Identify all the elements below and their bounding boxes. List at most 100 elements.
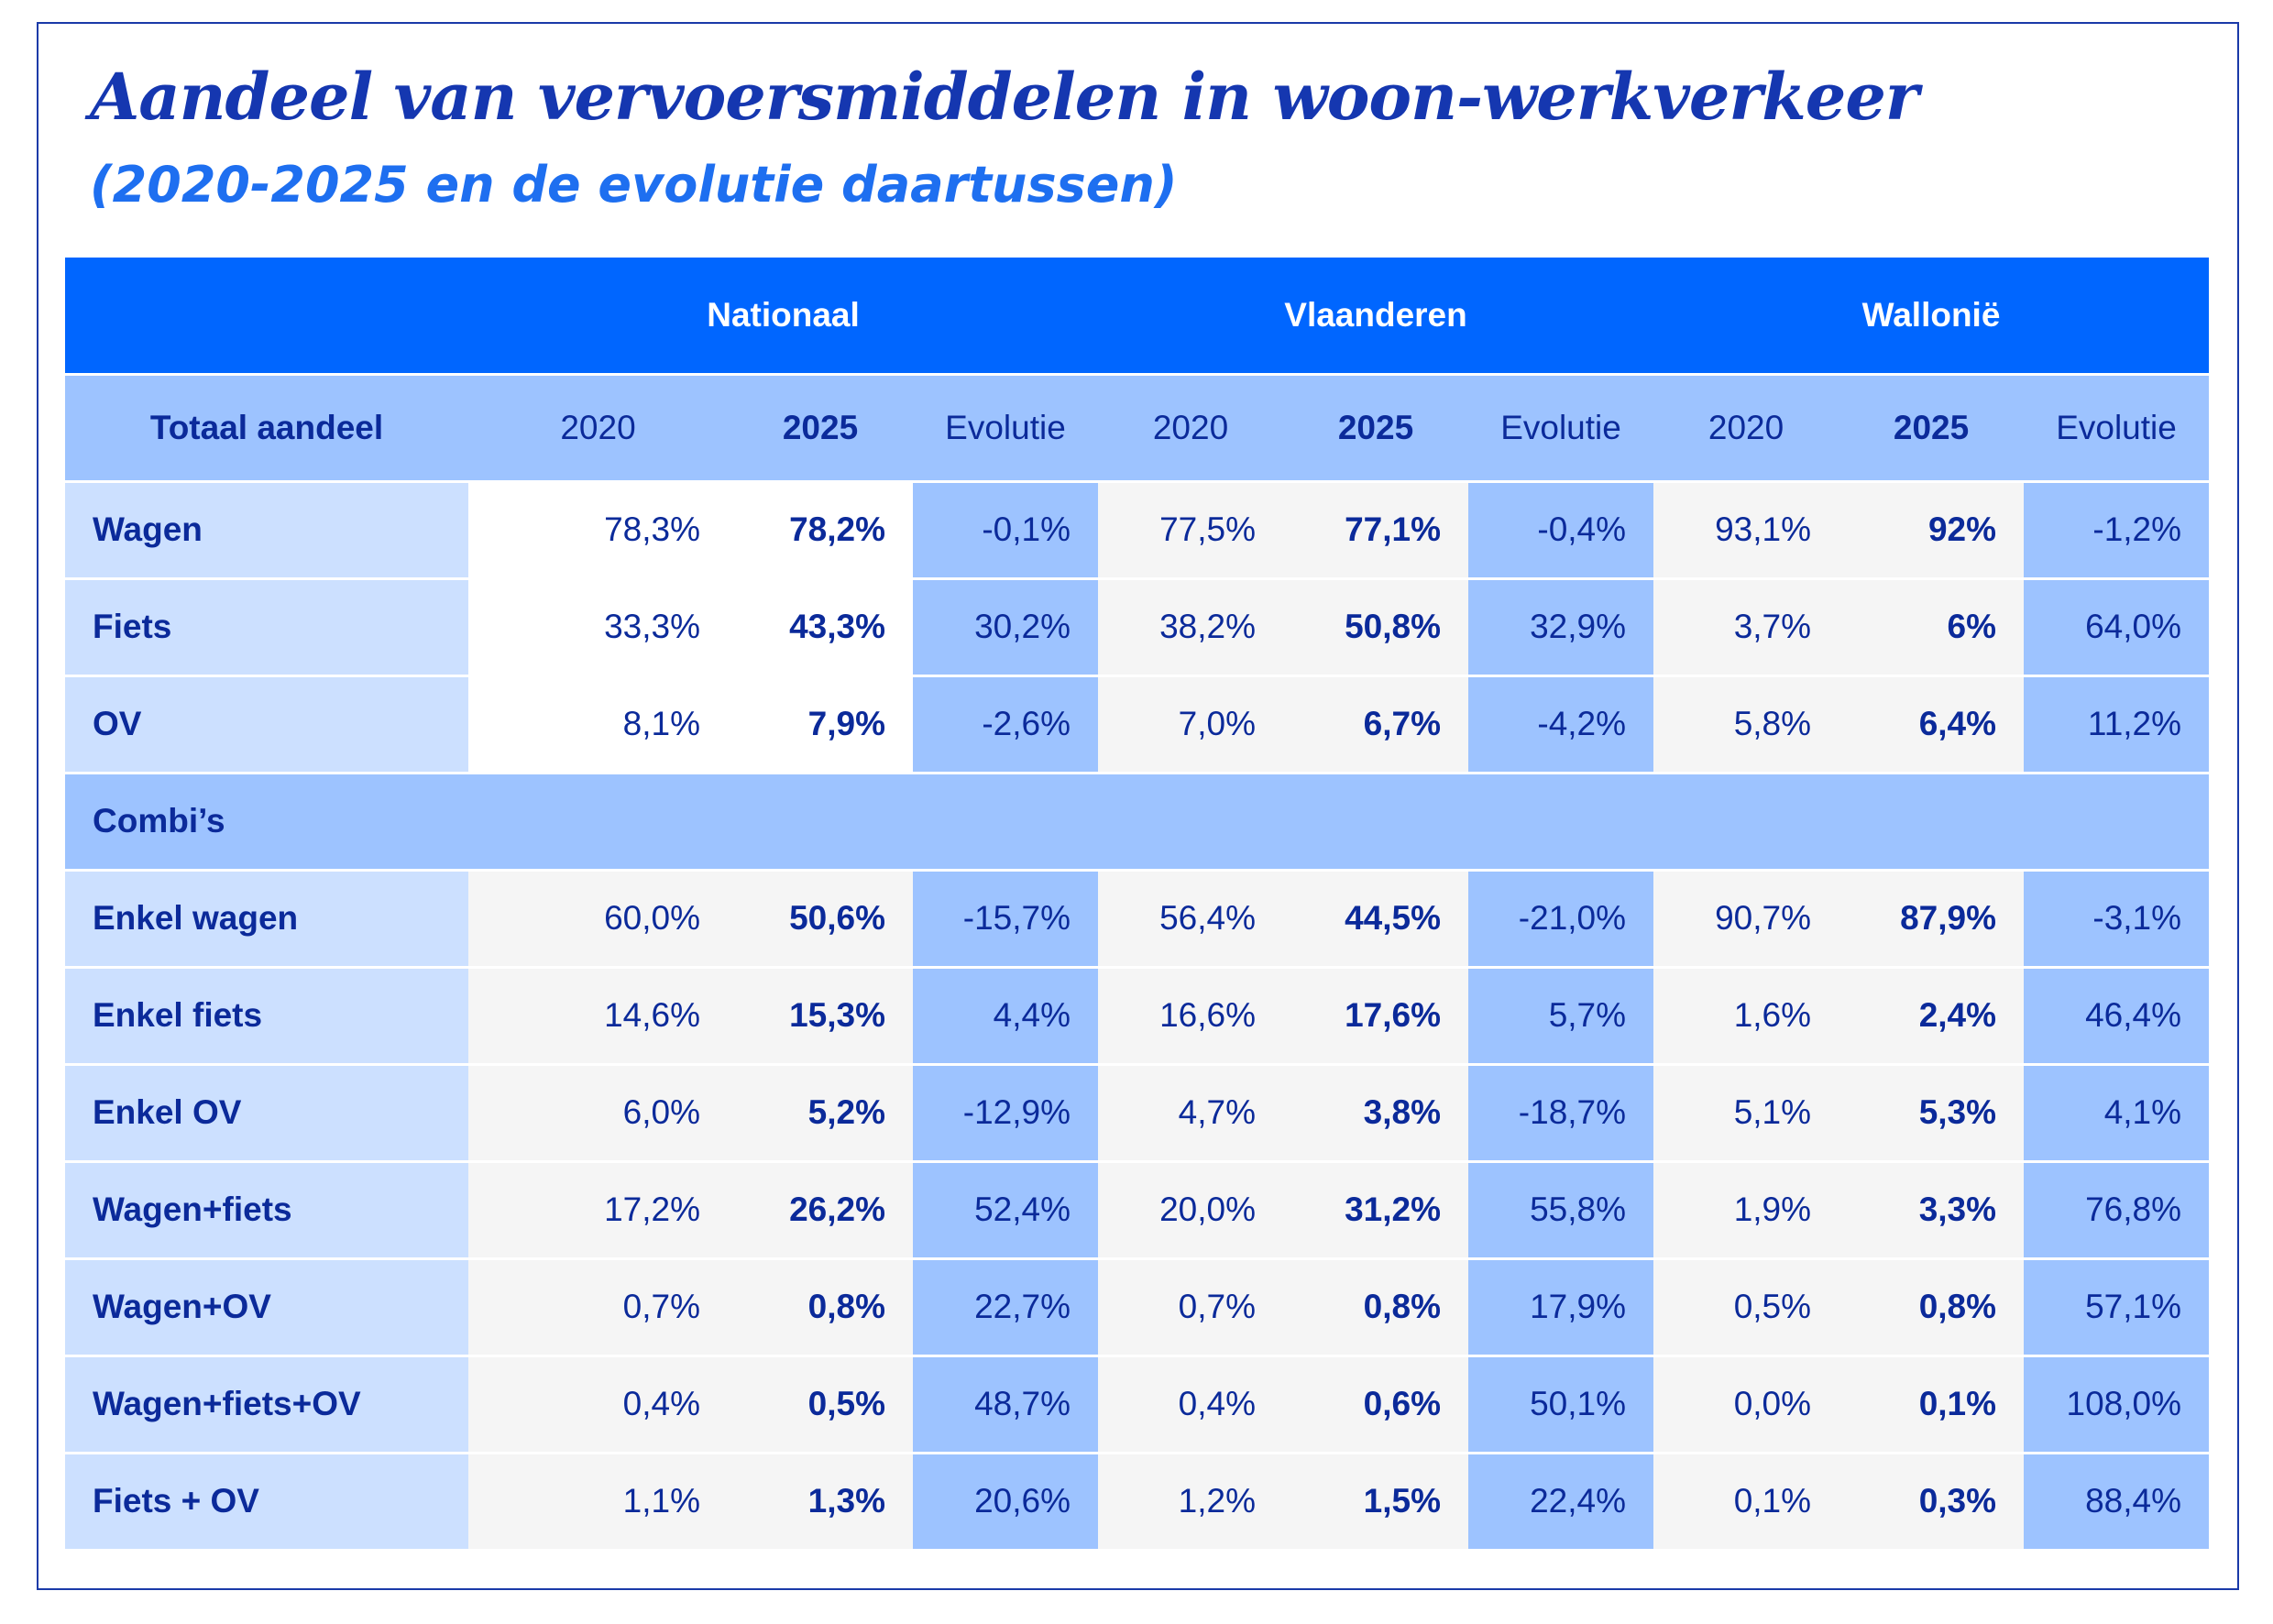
row-label: Enkel wagen bbox=[65, 870, 468, 969]
table-cell: 88,4% bbox=[2024, 1453, 2210, 1552]
table-row: OV 8,1% 7,9% -2,6% 7,0% 6,7% -4,2% 5,8% 6,4% 11,2… bbox=[65, 675, 2210, 774]
table-cell: 20,6% bbox=[913, 1453, 1098, 1552]
row-label: OV bbox=[65, 675, 468, 774]
row-label: Fiets bbox=[65, 578, 468, 677]
table-cell: -4,2% bbox=[1468, 675, 1654, 774]
subheader-row: Totaal aandeel 2020 2025 Evolutie 2020 2025 Ev… bbox=[65, 374, 2210, 483]
table-cell: -0,1% bbox=[913, 481, 1098, 580]
table-cell: 16,6% bbox=[1098, 967, 1283, 1066]
table-cell: 0,8% bbox=[1839, 1258, 2025, 1357]
table-cell: 33,3% bbox=[468, 578, 728, 677]
table-cell: -1,2% bbox=[2024, 481, 2210, 580]
table-cell: 0,7% bbox=[1098, 1258, 1283, 1357]
region-header-vlaanderen: Vlaanderen bbox=[1098, 258, 1654, 376]
table-cell: 32,9% bbox=[1468, 578, 1654, 677]
column-header: Evolutie bbox=[913, 374, 1098, 483]
header-corner bbox=[65, 258, 468, 376]
table-cell: 3,7% bbox=[1653, 578, 1839, 677]
frame bbox=[37, 22, 2239, 1590]
table-cell: 20,0% bbox=[1098, 1161, 1283, 1260]
table-cell: 5,7% bbox=[1468, 967, 1654, 1066]
table-cell: 0,4% bbox=[468, 1355, 728, 1454]
table-cell: 6% bbox=[1839, 578, 2025, 677]
table-row: Enkel OV 6,0% 5,2% -12,9% 4,7% 3,8% -18,7% 5,1%… bbox=[65, 1064, 2210, 1163]
table-cell: 4,1% bbox=[2024, 1064, 2210, 1163]
row-label: Enkel fiets bbox=[65, 967, 468, 1066]
table-cell: -12,9% bbox=[913, 1064, 1098, 1163]
table-cell: 77,1% bbox=[1283, 481, 1468, 580]
table-cell: 0,4% bbox=[1098, 1355, 1283, 1454]
row-label: Wagen+OV bbox=[65, 1258, 468, 1357]
table-cell: 1,2% bbox=[1098, 1453, 1283, 1552]
table-row: Wagen 78,3% 78,2% -0,1% 77,5% 77,1% -0,4% 93,1%… bbox=[65, 481, 2210, 580]
table-row: Enkel fiets 14,6% 15,3% 4,4% 16,6% 17,6% 5,7% 1… bbox=[65, 967, 2210, 1066]
table-cell: -0,4% bbox=[1468, 481, 1654, 580]
table-cell: 22,7% bbox=[913, 1258, 1098, 1357]
table-cell: 90,7% bbox=[1653, 870, 1839, 969]
column-header: Evolutie bbox=[1468, 374, 1654, 483]
table-cell: 0,7% bbox=[468, 1258, 728, 1357]
table-cell: 50,6% bbox=[728, 870, 913, 969]
table-cell: 26,2% bbox=[728, 1161, 913, 1260]
table-cell: 108,0% bbox=[2024, 1355, 2210, 1454]
table-cell: 4,4% bbox=[913, 967, 1098, 1066]
table-cell: 93,1% bbox=[1653, 481, 1839, 580]
table-cell: 11,2% bbox=[2024, 675, 2210, 774]
table-cell: 1,1% bbox=[468, 1453, 728, 1552]
table-cell: 0,1% bbox=[1839, 1355, 2025, 1454]
table-cell: -15,7% bbox=[913, 870, 1098, 969]
region-header-row: Nationaal Vlaanderen Wallonië bbox=[65, 258, 2210, 376]
column-header: 2020 bbox=[1653, 374, 1839, 483]
table-cell: 17,6% bbox=[1283, 967, 1468, 1066]
share-table: Nationaal Vlaanderen Wallonië Totaal aandee… bbox=[65, 258, 2210, 1552]
column-header: 2025 bbox=[728, 374, 913, 483]
table-cell: 38,2% bbox=[1098, 578, 1283, 677]
table-cell: 78,3% bbox=[468, 481, 728, 580]
column-header: 2025 bbox=[1283, 374, 1468, 483]
table-cell: 0,0% bbox=[1653, 1355, 1839, 1454]
section-label: Combi’s bbox=[65, 773, 2210, 872]
table-cell: 0,8% bbox=[1283, 1258, 1468, 1357]
table-cell: 52,4% bbox=[913, 1161, 1098, 1260]
table-cell: -21,0% bbox=[1468, 870, 1654, 969]
table-cell: 6,7% bbox=[1283, 675, 1468, 774]
page-title: Aandeel van vervoersmiddelen in woon-wer… bbox=[90, 59, 1919, 135]
table-cell: 3,8% bbox=[1283, 1064, 1468, 1163]
row-label: Wagen+fiets bbox=[65, 1161, 468, 1260]
table-cell: 1,6% bbox=[1653, 967, 1839, 1066]
table-cell: 0,3% bbox=[1839, 1453, 2025, 1552]
table-cell: 0,5% bbox=[728, 1355, 913, 1454]
column-header: 2020 bbox=[1098, 374, 1283, 483]
table-row: Wagen+OV 0,7% 0,8% 22,7% 0,7% 0,8% 17,9% 0,5% 0,… bbox=[65, 1258, 2210, 1357]
table-cell: 55,8% bbox=[1468, 1161, 1654, 1260]
table-cell: 43,3% bbox=[728, 578, 913, 677]
region-header-nationaal: Nationaal bbox=[468, 258, 1098, 376]
table-cell: 30,2% bbox=[913, 578, 1098, 677]
table-cell: 31,2% bbox=[1283, 1161, 1468, 1260]
table-cell: 78,2% bbox=[728, 481, 913, 580]
table-row: Wagen+fiets 17,2% 26,2% 52,4% 20,0% 31,2% 55,8… bbox=[65, 1161, 2210, 1260]
row-label: Wagen bbox=[65, 481, 468, 580]
table-cell: 0,8% bbox=[728, 1258, 913, 1357]
row-label: Wagen+fiets+OV bbox=[65, 1355, 468, 1454]
table-row: Wagen+fiets+OV 0,4% 0,5% 48,7% 0,4% 0,6% 50,1%… bbox=[65, 1355, 2210, 1454]
table-cell: -2,6% bbox=[913, 675, 1098, 774]
table-cell: -3,1% bbox=[2024, 870, 2210, 969]
table-cell: 50,8% bbox=[1283, 578, 1468, 677]
table-cell: 7,9% bbox=[728, 675, 913, 774]
table-cell: 6,4% bbox=[1839, 675, 2025, 774]
table-cell: 0,6% bbox=[1283, 1355, 1468, 1454]
table-cell: 2,4% bbox=[1839, 967, 2025, 1066]
table-cell: 7,0% bbox=[1098, 675, 1283, 774]
section-row-combis: Combi’s bbox=[65, 773, 2210, 872]
table-row: Enkel wagen 60,0% 50,6% -15,7% 56,4% 44,5% -21… bbox=[65, 870, 2210, 969]
table-cell: 92% bbox=[1839, 481, 2025, 580]
column-header: 2020 bbox=[468, 374, 728, 483]
table-row: Fiets + OV 1,1% 1,3% 20,6% 1,2% 1,5% 22,4% 0,1%… bbox=[65, 1453, 2210, 1552]
table-cell: 5,2% bbox=[728, 1064, 913, 1163]
subheader-label: Totaal aandeel bbox=[65, 374, 468, 483]
table-cell: 64,0% bbox=[2024, 578, 2210, 677]
table-cell: 87,9% bbox=[1839, 870, 2025, 969]
table-cell: 46,4% bbox=[2024, 967, 2210, 1066]
table-cell: 17,2% bbox=[468, 1161, 728, 1260]
